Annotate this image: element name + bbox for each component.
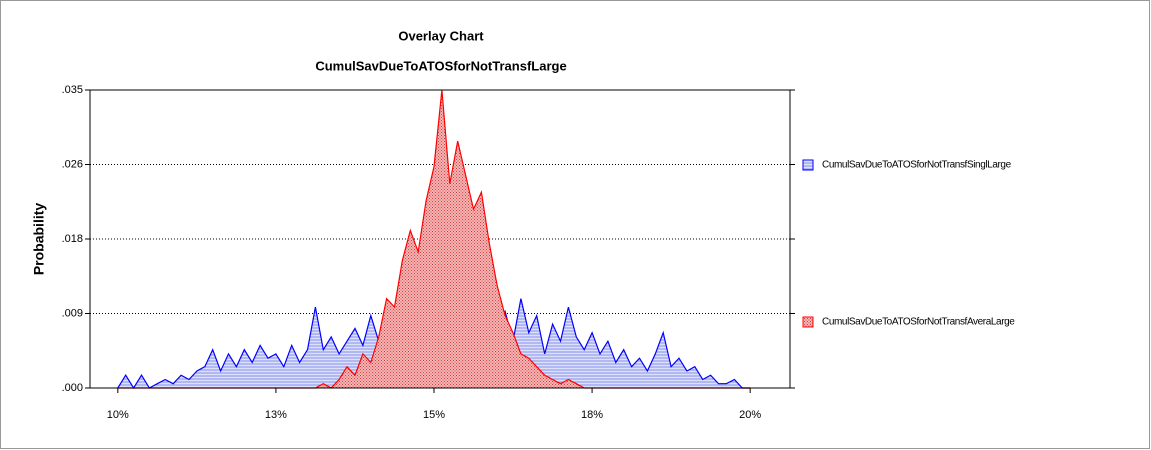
y-tick-label: .009 (62, 307, 83, 319)
chart-title: Overlay Chart (398, 28, 484, 43)
area-fill (117, 90, 751, 388)
x-tick-label: 10% (107, 409, 129, 421)
chart-subtitle: CumulSavDueToATOSforNotTransfLarge (315, 58, 566, 73)
y-tick-label: .018 (62, 233, 83, 245)
y-tick-label: .000 (62, 382, 83, 394)
legend-swatch (802, 159, 814, 171)
y-axis-label: Probability (31, 203, 47, 276)
y-tick-label: .026 (62, 158, 83, 170)
legend-label: CumulSavDueToATOSforNotTransfSinglLarge (822, 160, 1012, 171)
x-tick-label: 18% (581, 409, 603, 421)
x-tick-label: 15% (423, 409, 445, 421)
x-tick-label: 13% (265, 409, 287, 421)
legend-label: CumulSavDueToATOSforNotTransfAveraLarge (822, 317, 1015, 328)
legend-swatch (802, 316, 814, 328)
y-tick-label: .035 (62, 84, 83, 96)
x-tick-label: 20% (739, 409, 761, 421)
